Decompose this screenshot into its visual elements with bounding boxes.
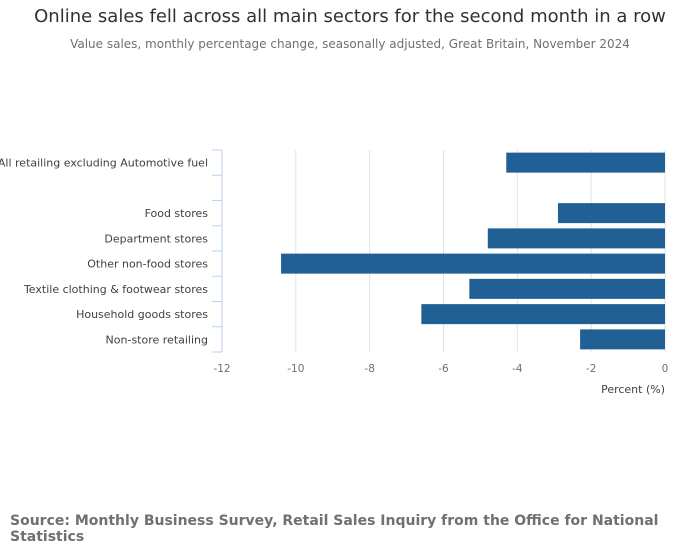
bar — [469, 278, 665, 299]
x-tick-label: -2 — [586, 363, 596, 375]
category-label: Other non-food stores — [87, 258, 208, 271]
category-label: Textile clothing & footwear stores — [23, 283, 208, 296]
chart-title: Online sales fell across all main sector… — [34, 6, 666, 27]
bar — [487, 228, 665, 249]
x-tick-labels: -12 -10 -8 -6 -4 -2 0 — [213, 363, 668, 375]
chart-subtitle: Value sales, monthly percentage change, … — [70, 37, 630, 51]
category-label: Non-store retailing — [106, 333, 208, 346]
source-note: Source: Monthly Business Survey, Retail … — [10, 513, 659, 545]
category-label: Department stores — [104, 232, 208, 245]
bar — [580, 329, 665, 350]
x-tick-label: -8 — [364, 363, 374, 375]
x-tick-label: -12 — [213, 363, 230, 375]
bar — [506, 152, 665, 173]
category-label: Household goods stores — [76, 308, 208, 321]
x-axis-title: Percent (%) — [601, 383, 665, 396]
category-axis — [212, 149, 223, 353]
x-tick-label: -6 — [438, 363, 449, 375]
bar — [421, 304, 665, 325]
x-tick-label: 0 — [662, 363, 669, 375]
bar — [281, 253, 665, 274]
category-labels: All retailing excluding Automotive fuel F… — [0, 157, 208, 347]
category-label: Food stores — [145, 207, 209, 220]
x-tick-label: -4 — [512, 363, 523, 375]
bar — [557, 203, 665, 224]
bars — [281, 152, 665, 350]
x-tick-label: -10 — [287, 363, 304, 375]
category-label: All retailing excluding Automotive fuel — [0, 157, 208, 170]
